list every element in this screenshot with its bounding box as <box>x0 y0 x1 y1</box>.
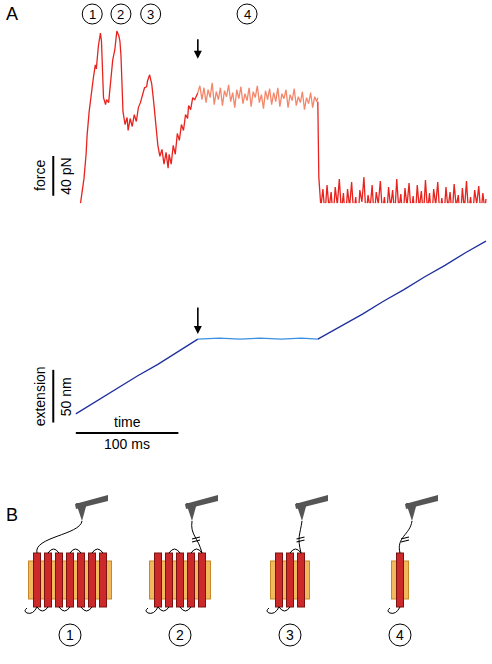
svg-text:2: 2 <box>176 627 184 643</box>
svg-text:4: 4 <box>396 627 404 643</box>
svg-text:A: A <box>6 4 18 24</box>
svg-text:1: 1 <box>89 7 96 22</box>
svg-text:B: B <box>6 505 18 525</box>
svg-text:1: 1 <box>66 627 74 643</box>
svg-text:3: 3 <box>147 7 154 22</box>
svg-text:100 ms: 100 ms <box>104 436 150 452</box>
svg-text:time: time <box>114 414 141 430</box>
svg-text:50 nm: 50 nm <box>58 377 74 416</box>
svg-text:force: force <box>32 160 48 191</box>
svg-text:4: 4 <box>244 7 251 22</box>
svg-text:40 pN: 40 pN <box>58 157 74 194</box>
svg-text:3: 3 <box>286 627 294 643</box>
svg-text:extension: extension <box>32 366 48 426</box>
svg-text:2: 2 <box>117 7 124 22</box>
